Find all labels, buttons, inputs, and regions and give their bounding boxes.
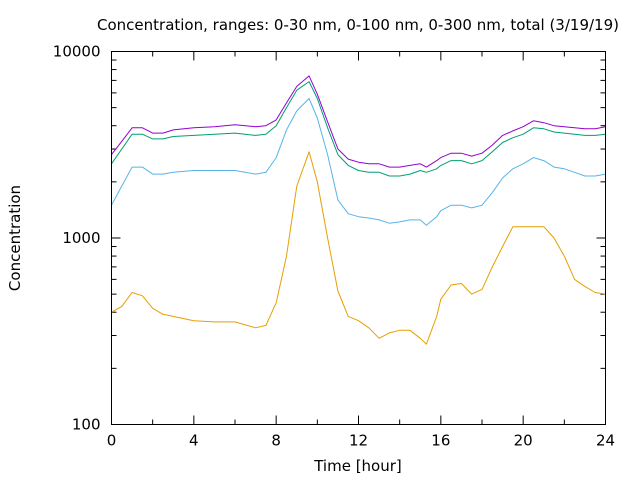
series-line-2: [111, 98, 606, 226]
axis-tick-labels: 0 4 8 12 16 20 24 100 1000 10000: [53, 43, 615, 450]
x-tick-label: 12: [349, 432, 368, 450]
y-tick-label: 1000: [62, 229, 100, 247]
series-group: [111, 75, 606, 345]
axis-ticks: [111, 51, 606, 425]
y-axis-label: Concentration: [6, 185, 24, 291]
plot-frame: [111, 51, 606, 425]
x-tick-label: 8: [271, 432, 281, 450]
x-tick-label: 20: [514, 432, 533, 450]
y-tick-label: 100: [72, 416, 101, 434]
series-line-4: [111, 75, 606, 168]
series-line-3: [111, 81, 606, 177]
y-tick-label: 10000: [53, 43, 101, 61]
chart-title: Concentration, ranges: 0-30 nm, 0-100 nm…: [97, 16, 619, 34]
x-tick-label: 4: [189, 432, 199, 450]
x-tick-label: 16: [431, 432, 450, 450]
x-tick-label: 24: [596, 432, 615, 450]
x-tick-label: 0: [107, 432, 117, 450]
series-line-1: [111, 151, 606, 345]
x-axis-label: Time [hour]: [313, 457, 402, 475]
